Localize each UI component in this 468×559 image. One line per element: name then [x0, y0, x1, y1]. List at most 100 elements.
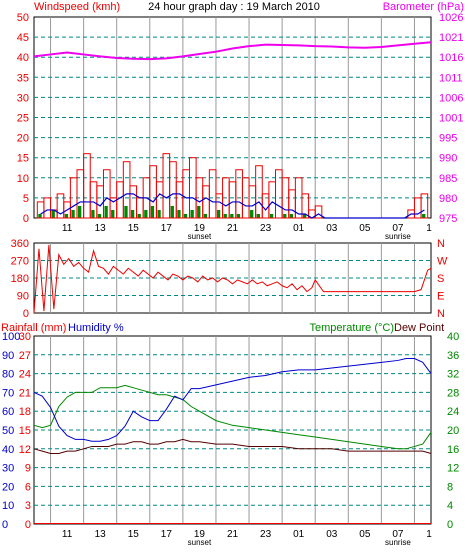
calm-bar	[71, 209, 75, 218]
windspeed-tick-label: 10	[17, 173, 29, 185]
barometer-ticks: 975 980 985 990 995 1001 1006 1011 1016 1021 1026	[439, 12, 463, 225]
time-tick-label: 13	[95, 529, 107, 540]
time-tick-label: 17	[161, 223, 173, 234]
temperature-tick-label: 32	[447, 369, 459, 381]
time-tick-label: 23	[260, 529, 272, 540]
calm-bar	[216, 209, 221, 218]
calm-bar	[111, 209, 115, 218]
time-tick-label: 15	[128, 529, 140, 540]
barometer-tick-label: 1016	[439, 52, 463, 64]
time-tick-label: 05	[359, 223, 371, 234]
windspeed-tick-label: 50	[17, 12, 29, 24]
temperature-tick-label: 0	[447, 519, 453, 531]
rainfall-axis-title: Rainfall (mm)	[1, 322, 66, 334]
rainfall-tick-label: 3	[25, 500, 31, 512]
calm-bar	[203, 213, 208, 218]
direction-degree-label: 360	[11, 238, 29, 250]
time-tick-label: 15	[128, 223, 140, 234]
temperature-tick-label: 40	[447, 331, 459, 343]
windspeed-tick-label: 0	[23, 213, 29, 225]
gust-bar	[102, 169, 111, 219]
wind-direction-line	[33, 244, 432, 314]
barometer-tick-label: 980	[439, 193, 457, 205]
calm-bar	[157, 209, 161, 218]
calm-bar	[91, 209, 95, 218]
chart-title: 24 hour graph day : 19 March 2010	[148, 1, 320, 13]
calm-bar	[183, 213, 188, 218]
dewpoint-axis-title: Dew Point	[394, 322, 444, 334]
average-wind-line	[40, 193, 425, 219]
calm-bar	[144, 209, 148, 218]
rainfall-tick-label: 18	[19, 406, 31, 418]
barometer-tick-label: 985	[439, 173, 457, 185]
direction-degree-label: 90	[17, 291, 29, 303]
windspeed-tick-label: 5	[23, 193, 29, 205]
time-tick-label: 19	[194, 223, 206, 234]
direction-compass-label: N	[437, 308, 445, 320]
time-tick-label: 01	[293, 529, 305, 540]
rainfall-tick-label: 24	[19, 369, 31, 381]
time-tick-label: 1	[426, 529, 432, 540]
humidity-tick-label: 0	[2, 519, 8, 531]
temperature-tick-label: 8	[447, 481, 453, 493]
direction-compass-label: W	[437, 256, 448, 268]
time-tick-label: 1	[426, 223, 432, 234]
humidity-tick-label: 30	[2, 463, 14, 475]
rainfall-tick-label: 30	[19, 331, 31, 343]
barometer-axis-title: Barometer (hPa)	[383, 1, 464, 13]
humidity-tick-label: 50	[2, 425, 14, 437]
calm-bars	[38, 205, 426, 218]
calm-bar	[104, 205, 108, 218]
windspeed-tick-label: 30	[17, 92, 29, 104]
barometer-tick-label: 1011	[439, 72, 463, 84]
windspeed-tick-label: 45	[17, 32, 29, 44]
calm-bar	[422, 213, 426, 218]
temperature-tick-label: 20	[447, 425, 459, 437]
rainfall-tick-label: 15	[19, 425, 31, 437]
barometer-tick-label: 975	[439, 213, 457, 225]
humidity-tick-label: 90	[2, 350, 14, 362]
gust-bar	[314, 205, 323, 219]
time-tick-label: 07	[392, 223, 404, 234]
humidity-tick-label: 70	[2, 387, 14, 399]
time-tick-label: 11	[62, 529, 73, 540]
calm-bar	[97, 213, 102, 218]
sunrise-label: sunrise	[385, 538, 411, 547]
barometer-tick-label: 1001	[439, 113, 463, 125]
rainfall-tick-label: 6	[25, 481, 31, 493]
humidity-tick-label: 80	[2, 369, 14, 381]
gust-bar	[255, 165, 263, 219]
direction-degree-ticks: 360 270 180 90 0	[11, 238, 29, 320]
temperature-tick-label: 4	[447, 500, 453, 512]
calm-bar	[150, 205, 155, 218]
barometer-tick-label: 990	[439, 153, 457, 165]
humidity-axis-title: Humidity %	[68, 322, 124, 334]
gust-bar	[43, 197, 52, 219]
barometer-tick-label: 1021	[439, 32, 463, 44]
calm-bar	[269, 213, 274, 218]
time-tick-label: 11	[62, 223, 73, 234]
barometer-tick-label: 995	[439, 133, 457, 145]
direction-grid	[34, 243, 431, 313]
calm-bar	[124, 205, 128, 218]
rainfall-tick-label: 0	[25, 519, 31, 531]
humidity-tick-label: 60	[2, 406, 14, 418]
direction-degree-label: 0	[23, 308, 29, 320]
time-tick-label: 03	[326, 223, 338, 234]
calm-bar	[170, 205, 174, 218]
sunrise-label: sunrise	[385, 232, 411, 241]
direction-compass-label: N	[437, 238, 445, 250]
calm-bar	[289, 213, 294, 218]
time-tick-label: 03	[326, 529, 338, 540]
calm-bar	[197, 205, 201, 218]
calm-bar	[64, 213, 69, 218]
calm-bar	[38, 213, 42, 218]
time-tick-label: 21	[227, 529, 239, 540]
calm-bar	[190, 209, 194, 218]
gust-bar	[420, 193, 429, 219]
